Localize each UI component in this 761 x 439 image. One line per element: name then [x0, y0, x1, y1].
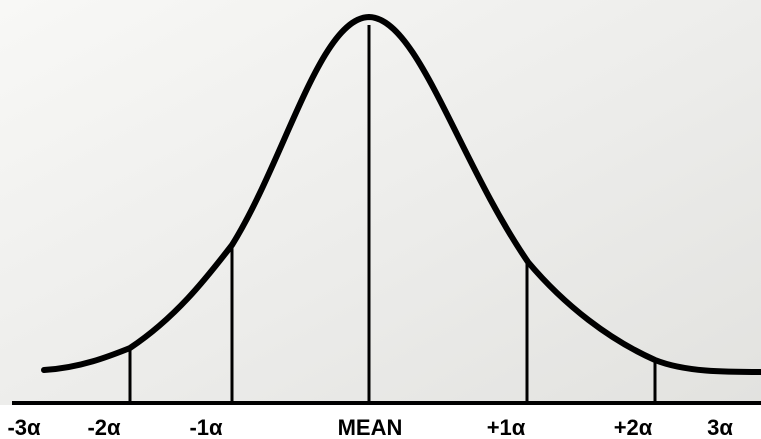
label-strip — [0, 405, 761, 439]
bell-curve — [41, 14, 761, 375]
label-pos1: +1α — [487, 415, 526, 439]
paper-background — [0, 0, 761, 405]
label-pos2: +2α — [614, 415, 653, 439]
label-pos3: 3α — [707, 415, 733, 439]
label-neg2: -2α — [87, 415, 121, 439]
label-neg1: -1α — [189, 415, 223, 439]
label-neg3: -3α — [7, 415, 41, 439]
label-mean: MEAN — [338, 415, 403, 439]
